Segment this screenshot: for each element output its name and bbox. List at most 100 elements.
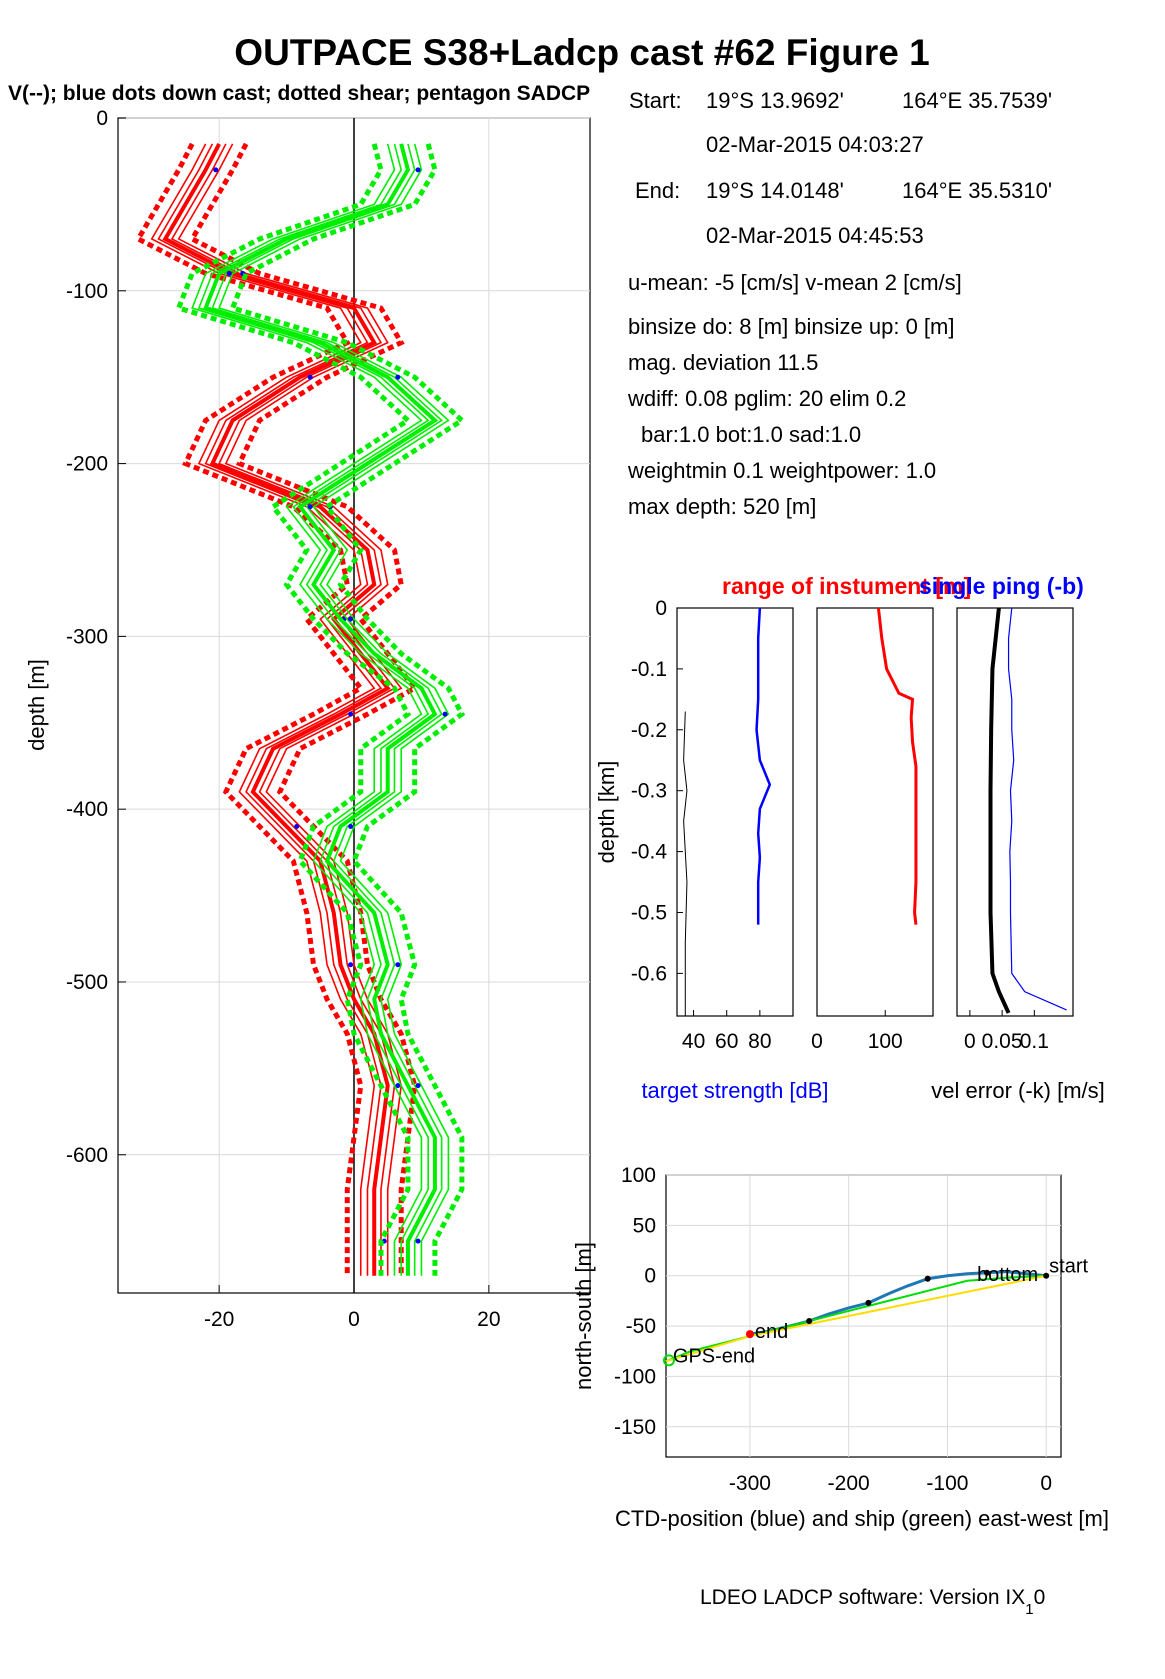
- range-xtick-label: 100: [868, 1030, 903, 1053]
- profile-ytick-label: -300: [66, 625, 108, 648]
- red-profile-line: [177, 143, 403, 1276]
- profile-ytick-label: -400: [66, 798, 108, 821]
- ts-xtick-label: 40: [682, 1030, 705, 1053]
- ts-ytick-label: 0: [655, 597, 667, 620]
- vel-error-series: [988, 607, 1067, 1014]
- pos-xtick-label: -300: [729, 1472, 771, 1495]
- profile-ytick-label: -200: [66, 453, 108, 476]
- range-series: [876, 607, 918, 925]
- downcast-dot: [213, 167, 219, 173]
- profile-plot: 0-100-200-300-400-500-600-20 0 20 depth [m…: [24, 107, 591, 1331]
- downcast-dot: [395, 374, 401, 380]
- pos-ytick-label: 50: [633, 1214, 656, 1237]
- start-lat: 19°S 13.9692': [706, 88, 844, 113]
- start-label: Start:: [629, 88, 682, 113]
- profile-ytick-label: -600: [66, 1144, 108, 1167]
- profile-ylabel: depth [m]: [24, 659, 49, 751]
- position-axes: [665, 1174, 1062, 1458]
- ts-xlabel: target strength [dB]: [641, 1078, 828, 1103]
- ts-ytick-label: -0.4: [631, 841, 668, 864]
- pos-gps-end-label: GPS-end: [673, 1345, 755, 1367]
- downcast-dot: [415, 1083, 421, 1089]
- green-profile-line: [197, 143, 430, 1276]
- range-xticks: 0 100: [811, 1010, 903, 1053]
- downcast-dot: [348, 711, 354, 717]
- position-ylabel: north-south [m]: [571, 1242, 596, 1390]
- pos-start-label: start: [1049, 1256, 1088, 1278]
- footer-tail: 0: [1034, 1586, 1046, 1609]
- downcast-dot: [307, 374, 313, 380]
- pos-bottom-label: bottom: [977, 1264, 1038, 1286]
- pos-time-marker: [865, 1299, 872, 1306]
- downcast-dot: [395, 962, 401, 968]
- range-xtick-label: 0: [811, 1030, 823, 1053]
- profile-ticks: 0-100-200-300-400-500-600-20 0 20: [66, 107, 501, 1331]
- bar-text: bar:1.0 bot:1.0 sad:1.0: [641, 422, 861, 447]
- ts-ytick-label: -0.2: [631, 719, 667, 742]
- downcast-dot: [348, 616, 354, 622]
- cast-info: Start: 19°S 13.9692' 164°E 35.7539' 02-M…: [627, 88, 1052, 519]
- pos-ship-track: [665, 1274, 1047, 1363]
- profile-ytick-label: -100: [66, 280, 108, 303]
- ts-yticks: 0 -0.1 -0.2 -0.3 -0.4 -0.5 -0.6: [631, 597, 683, 985]
- range-red-line: [876, 607, 918, 925]
- downcast-dot: [415, 167, 421, 173]
- pos-time-marker: [1043, 1272, 1050, 1279]
- wdiff-text: wdiff: 0.08 pglim: 20 elim 0.2: [627, 386, 906, 411]
- figure-title: OUTPACE S38+Ladcp cast #62 Figure 1: [234, 32, 929, 73]
- ts-xtick-label: 80: [748, 1030, 771, 1053]
- position-ticks: 100 50 0 -50 -100 -150 -300 -200 -100 0: [614, 1164, 1052, 1495]
- end-label: End:: [635, 178, 680, 203]
- green-profile-line: [203, 143, 439, 1276]
- ve-blue-line: [1007, 607, 1067, 1011]
- downcast-dot: [415, 1238, 421, 1244]
- green-profile-line: [211, 143, 443, 1276]
- profile-ytick-label: 0: [96, 107, 108, 130]
- profile-series: [134, 118, 466, 1293]
- range-title: range of instument [m]: [722, 573, 971, 599]
- profile-xtick-label: 20: [477, 1308, 500, 1331]
- binsize-text: binsize do: 8 [m] binsize up: 0 [m]: [628, 314, 955, 339]
- ts-axes: [676, 607, 794, 1017]
- ts-xticks: 40 60 80: [682, 1010, 772, 1053]
- ve-xtick-label: 0.1: [1020, 1030, 1049, 1053]
- figure-subtitle: V(--); blue dots down cast; dotted shear…: [8, 82, 590, 105]
- ve-xtick-label: 0: [964, 1030, 976, 1053]
- end-lat: 19°S 14.0148': [706, 178, 844, 203]
- end-lon: 164°E 35.5310': [902, 178, 1052, 203]
- green-dotted-env-left: [175, 143, 413, 1276]
- maxdepth-text: max depth: 520 [m]: [628, 494, 816, 519]
- downcast-dot: [294, 823, 300, 829]
- downcast-dot: [226, 271, 232, 277]
- footer-text: LDEO LADCP software: Version IX10: [700, 1586, 1045, 1618]
- single-ping-title: single ping (-b): [919, 573, 1084, 599]
- pos-ytick-label: -100: [614, 1365, 656, 1388]
- range-axes: [816, 607, 934, 1017]
- pos-time-marker: [806, 1318, 813, 1325]
- profile-xtick-label: 0: [348, 1308, 360, 1331]
- position-panel: 100 50 0 -50 -100 -150 -300 -200 -100 0 start bott…: [571, 1164, 1109, 1531]
- pos-xtick-label: -100: [926, 1472, 968, 1495]
- downcast-dot: [442, 711, 448, 717]
- range-panel: 0 100: [811, 607, 934, 1053]
- end-time: 02-Mar-2015 04:45:53: [706, 223, 924, 248]
- downcast-dot: [395, 1083, 401, 1089]
- pos-xtick-label: 0: [1040, 1472, 1052, 1495]
- ts-series: [683, 607, 772, 1016]
- weight-text: weightmin 0.1 weightpower: 1.0: [627, 458, 936, 483]
- pos-ytick-label: 0: [644, 1265, 656, 1288]
- pos-ytick-label: -50: [626, 1315, 656, 1338]
- ts-ytick-label: -0.3: [631, 780, 667, 803]
- vel-error-axes: [956, 607, 1074, 1017]
- target-strength-panel: 0 -0.1 -0.2 -0.3 -0.4 -0.5 -0.6 40 60 80 depth […: [594, 597, 829, 1103]
- position-grid: [666, 1174, 1061, 1457]
- ve-xtick-label: 0.05: [982, 1030, 1023, 1053]
- ts-ylabel: depth [km]: [594, 761, 619, 864]
- green-profile-line: [218, 143, 450, 1276]
- ts-blue-line: [755, 607, 772, 925]
- start-lon: 164°E 35.7539': [902, 88, 1052, 113]
- vel-error-xlabel: vel error (-k) [m/s]: [931, 1078, 1105, 1103]
- start-time: 02-Mar-2015 04:03:27: [706, 132, 924, 157]
